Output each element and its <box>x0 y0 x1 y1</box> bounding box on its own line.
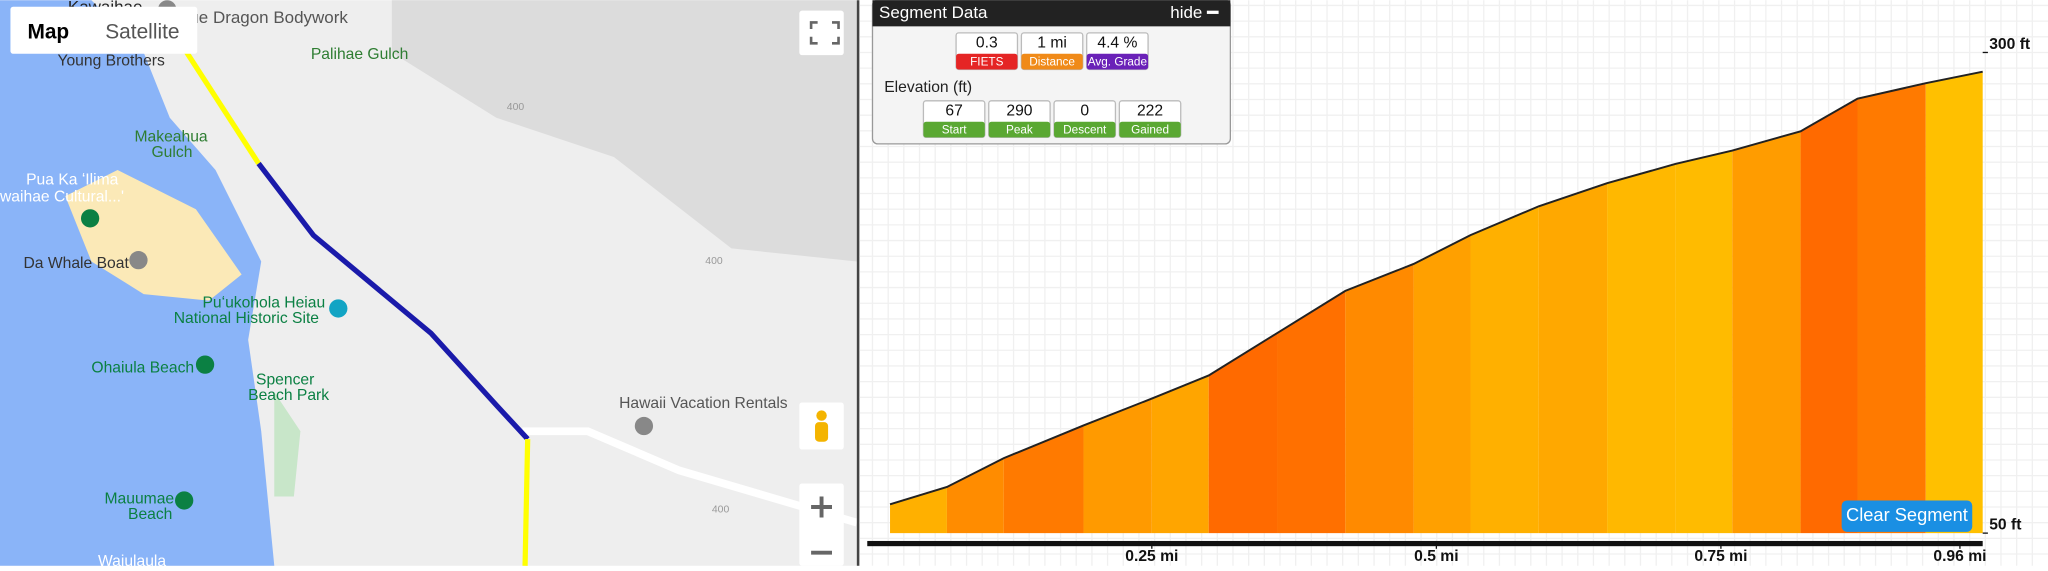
grade-band <box>946 458 1004 534</box>
map-label: Pua Ka ʻIlima <box>26 172 119 189</box>
stat-label-bg <box>1086 53 1149 70</box>
grade-band <box>1732 131 1801 534</box>
zoom-control <box>799 483 844 566</box>
map-pin <box>195 355 215 374</box>
x-tick-label: 0.25 mi <box>1125 548 1178 565</box>
grade-band <box>1003 425 1084 534</box>
grade-band <box>1208 333 1278 534</box>
stat-label-bg <box>1021 53 1083 70</box>
y-tick-label: 300 ft <box>1989 36 2031 53</box>
map-pin <box>80 209 100 228</box>
stat-value: 4.4 % <box>1097 34 1137 51</box>
clear-segment-button[interactable] <box>1841 500 1973 532</box>
road <box>522 427 858 527</box>
x-tick-label: 0.75 mi <box>1694 548 1747 565</box>
stat-label: Distance <box>1029 55 1075 68</box>
grade-band <box>1675 150 1733 534</box>
x-tick-label: 0.96 mi <box>1933 548 1986 565</box>
grade-band <box>1083 398 1152 534</box>
stat-label-bg <box>988 121 1051 138</box>
x-tick-label: 0.5 mi <box>1414 548 1458 565</box>
map-label: Ohaiula Beach <box>91 360 194 377</box>
stat-label-bg <box>1054 121 1116 138</box>
panel-header <box>872 0 1231 27</box>
map-label: Palihae Gulch <box>311 46 408 63</box>
stat-label: Gained <box>1131 123 1169 136</box>
hide-icon <box>1206 10 1219 14</box>
map-label: ue Dragon Bodywork <box>189 8 348 27</box>
terrain <box>391 0 857 262</box>
grade-band <box>1277 290 1346 534</box>
map-label: Da Whale Boat <box>24 255 130 272</box>
grade-band <box>1345 263 1414 534</box>
grade-band <box>1800 98 1858 534</box>
divider <box>856 0 860 566</box>
park <box>274 392 301 497</box>
stat-label: Peak <box>1006 123 1033 136</box>
panel-title: Segment Data <box>879 3 988 22</box>
stat-value: 290 <box>1006 102 1032 119</box>
elevation-title: Elevation (ft) <box>884 79 972 96</box>
map-label: Young Brothers <box>57 53 165 70</box>
map-label: 400 <box>507 102 525 113</box>
map-label: waihae Cultural...' <box>0 189 124 206</box>
stat-label: FIETS <box>970 55 1003 68</box>
satellite-button[interactable]: Satellite <box>105 20 179 43</box>
fullscreen-button[interactable] <box>799 10 844 56</box>
elevation-line <box>889 70 1983 506</box>
stat-value: 1 mi <box>1037 34 1067 51</box>
map-pin <box>129 251 148 270</box>
map-label: Waiulaula <box>98 553 166 566</box>
fullscreen-icon <box>809 21 840 45</box>
stat-label-bg <box>1119 121 1181 138</box>
grade-band <box>890 486 947 534</box>
clear-segment-label[interactable]: Clear Segment <box>1846 504 1968 525</box>
map-button[interactable]: Map <box>27 20 69 43</box>
stat-label: Avg. Grade <box>1088 55 1148 68</box>
stat-label-bg <box>923 121 985 138</box>
sand <box>65 170 242 301</box>
stat-value: 67 <box>945 102 962 119</box>
grade-band <box>1538 183 1608 534</box>
map-label: National Historic Site <box>174 310 320 327</box>
map-label: Spencer <box>256 371 314 388</box>
grade-band <box>1470 206 1539 534</box>
map-label: 400 <box>712 504 730 515</box>
map-label: Hawaii Vacation Rentals <box>619 395 788 412</box>
route <box>522 439 531 566</box>
grade-band <box>1857 83 1926 534</box>
map-label: Beach <box>128 506 172 523</box>
y-tick-label: 50 ft <box>1989 516 2022 533</box>
zoom-in[interactable] <box>811 496 832 518</box>
map-label: Gulch <box>152 144 193 161</box>
map-pin <box>329 299 348 318</box>
map-label: 400 <box>705 256 723 267</box>
route-selected <box>256 161 530 441</box>
map-label: Mauumae <box>104 490 174 507</box>
map-pin <box>634 416 654 436</box>
stat-value: 222 <box>1137 102 1163 119</box>
map-label: Beach Park <box>248 387 329 404</box>
stat-label: Start <box>942 123 968 136</box>
stat-value: 0.3 <box>976 34 998 51</box>
stat-label-bg <box>956 53 1018 70</box>
map-pin <box>175 491 194 510</box>
map-type-control <box>10 6 198 54</box>
hide-button[interactable]: hide <box>1170 3 1202 22</box>
grade-band <box>1413 235 1471 534</box>
map-label: Makeahua <box>135 129 208 146</box>
map-label: Puʻukohola Heiau <box>202 294 325 311</box>
stat-value: 0 <box>1080 102 1089 119</box>
grade-band <box>1151 375 1209 534</box>
pegman-head <box>816 410 827 421</box>
grade-band <box>1925 71 1983 534</box>
pegman-body <box>815 422 829 442</box>
grade-band <box>1607 163 1676 534</box>
stat-label: Descent <box>1063 123 1107 136</box>
x-axis-bar <box>867 540 1983 547</box>
